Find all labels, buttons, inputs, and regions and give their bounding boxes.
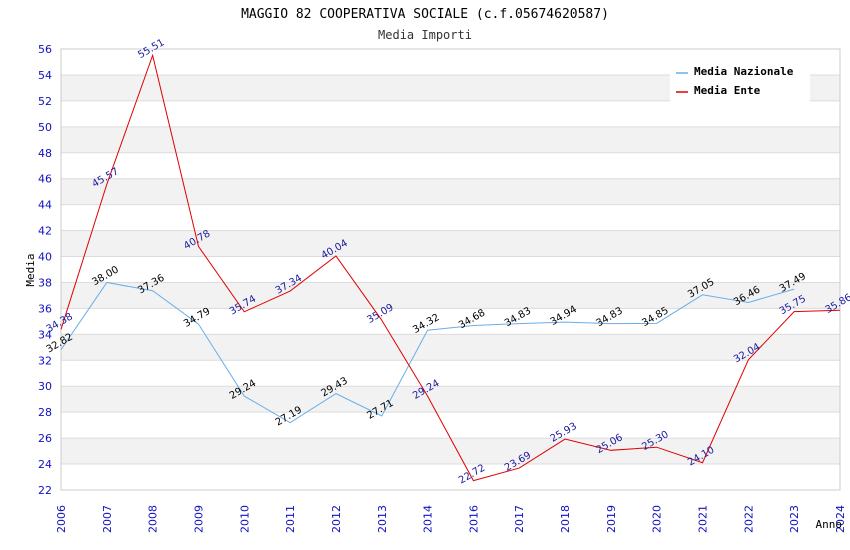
x-tick-label: 2007 [101, 505, 114, 533]
y-tick-label: 48 [38, 147, 52, 160]
data-label-media-nazionale: 34.79 [182, 306, 212, 330]
y-tick-label: 34 [38, 328, 52, 341]
x-tick-label: 2014 [422, 505, 435, 533]
y-tick-label: 24 [38, 458, 52, 471]
legend: Media Nazionale Media Ente [670, 60, 810, 102]
data-label-media-nazionale: 34.68 [457, 307, 487, 331]
x-tick-label: 2008 [147, 505, 160, 533]
y-tick-label: 38 [38, 276, 52, 289]
grid-band [61, 178, 840, 205]
grid-lines [61, 48, 840, 491]
x-tick-label: 2009 [192, 505, 205, 533]
y-tick-label: 36 [38, 302, 52, 315]
y-tick-label: 28 [38, 406, 52, 419]
series-lines [60, 53, 841, 482]
x-tick-label: 2018 [559, 505, 572, 533]
legend-label-media-ente: Media Ente [694, 84, 761, 97]
data-label-media-nazionale: 34.83 [594, 305, 624, 329]
chart-title: MAGGIO 82 COOPERATIVA SOCIALE (c.f.05674… [241, 7, 609, 22]
y-tick-label: 32 [38, 354, 52, 367]
x-tick-label: 2013 [376, 505, 389, 533]
y-tick-label: 50 [38, 121, 52, 134]
series-line-media-ente [60, 53, 841, 482]
y-tick-label: 44 [38, 199, 52, 212]
data-label-media-ente: 22.72 [457, 463, 487, 487]
x-tick-label: 2021 [697, 505, 710, 533]
x-tick-label: 2017 [513, 505, 526, 533]
y-tick-label: 56 [38, 43, 52, 56]
series-line-media-nazionale [60, 281, 795, 424]
x-tick-label: 2020 [651, 505, 664, 533]
y-tick-label: 54 [38, 69, 52, 82]
x-tick-label: 2022 [742, 505, 755, 533]
x-tick-label: 2010 [238, 505, 251, 533]
y-tick-label: 22 [38, 484, 52, 497]
chart-subtitle: Media Importi [378, 28, 472, 42]
x-tick-label: 2006 [55, 505, 68, 533]
x-axis-label: Anno [816, 518, 843, 531]
grid-band [61, 282, 840, 309]
y-tick-label: 42 [38, 225, 52, 238]
grid-band [61, 230, 840, 257]
x-tick-label: 2011 [284, 505, 297, 533]
x-tick-label: 2024 [834, 505, 847, 533]
legend-box [670, 60, 810, 102]
data-label-media-nazionale: 34.83 [503, 305, 533, 329]
plot-background-bands [61, 74, 840, 465]
grid-band [61, 126, 840, 153]
x-tick-label: 2012 [330, 505, 343, 533]
plot-frame [60, 48, 841, 491]
y-tick-label: 30 [38, 380, 52, 393]
x-axis-ticks: 2006 2007 2008 2009 2010 2011 2012 2013 2014 2016… [55, 505, 847, 533]
y-tick-label: 46 [38, 173, 52, 186]
grid-band [61, 438, 840, 465]
x-tick-label: 2023 [788, 505, 801, 533]
y-tick-label: 40 [38, 251, 52, 264]
legend-label-media-nazionale: Media Nazionale [694, 65, 794, 78]
x-tick-label: 2019 [605, 505, 618, 533]
y-axis-label: Media [24, 253, 37, 286]
y-tick-label: 26 [38, 432, 52, 445]
y-axis-ticks: 22 24 26 28 30 32 34 36 38 40 42 44 46 48 50 52 54 56 [38, 43, 52, 497]
grid-band [61, 334, 840, 361]
grid-band [61, 386, 840, 413]
y-tick-label: 52 [38, 95, 52, 108]
x-tick-label: 2016 [467, 505, 480, 533]
